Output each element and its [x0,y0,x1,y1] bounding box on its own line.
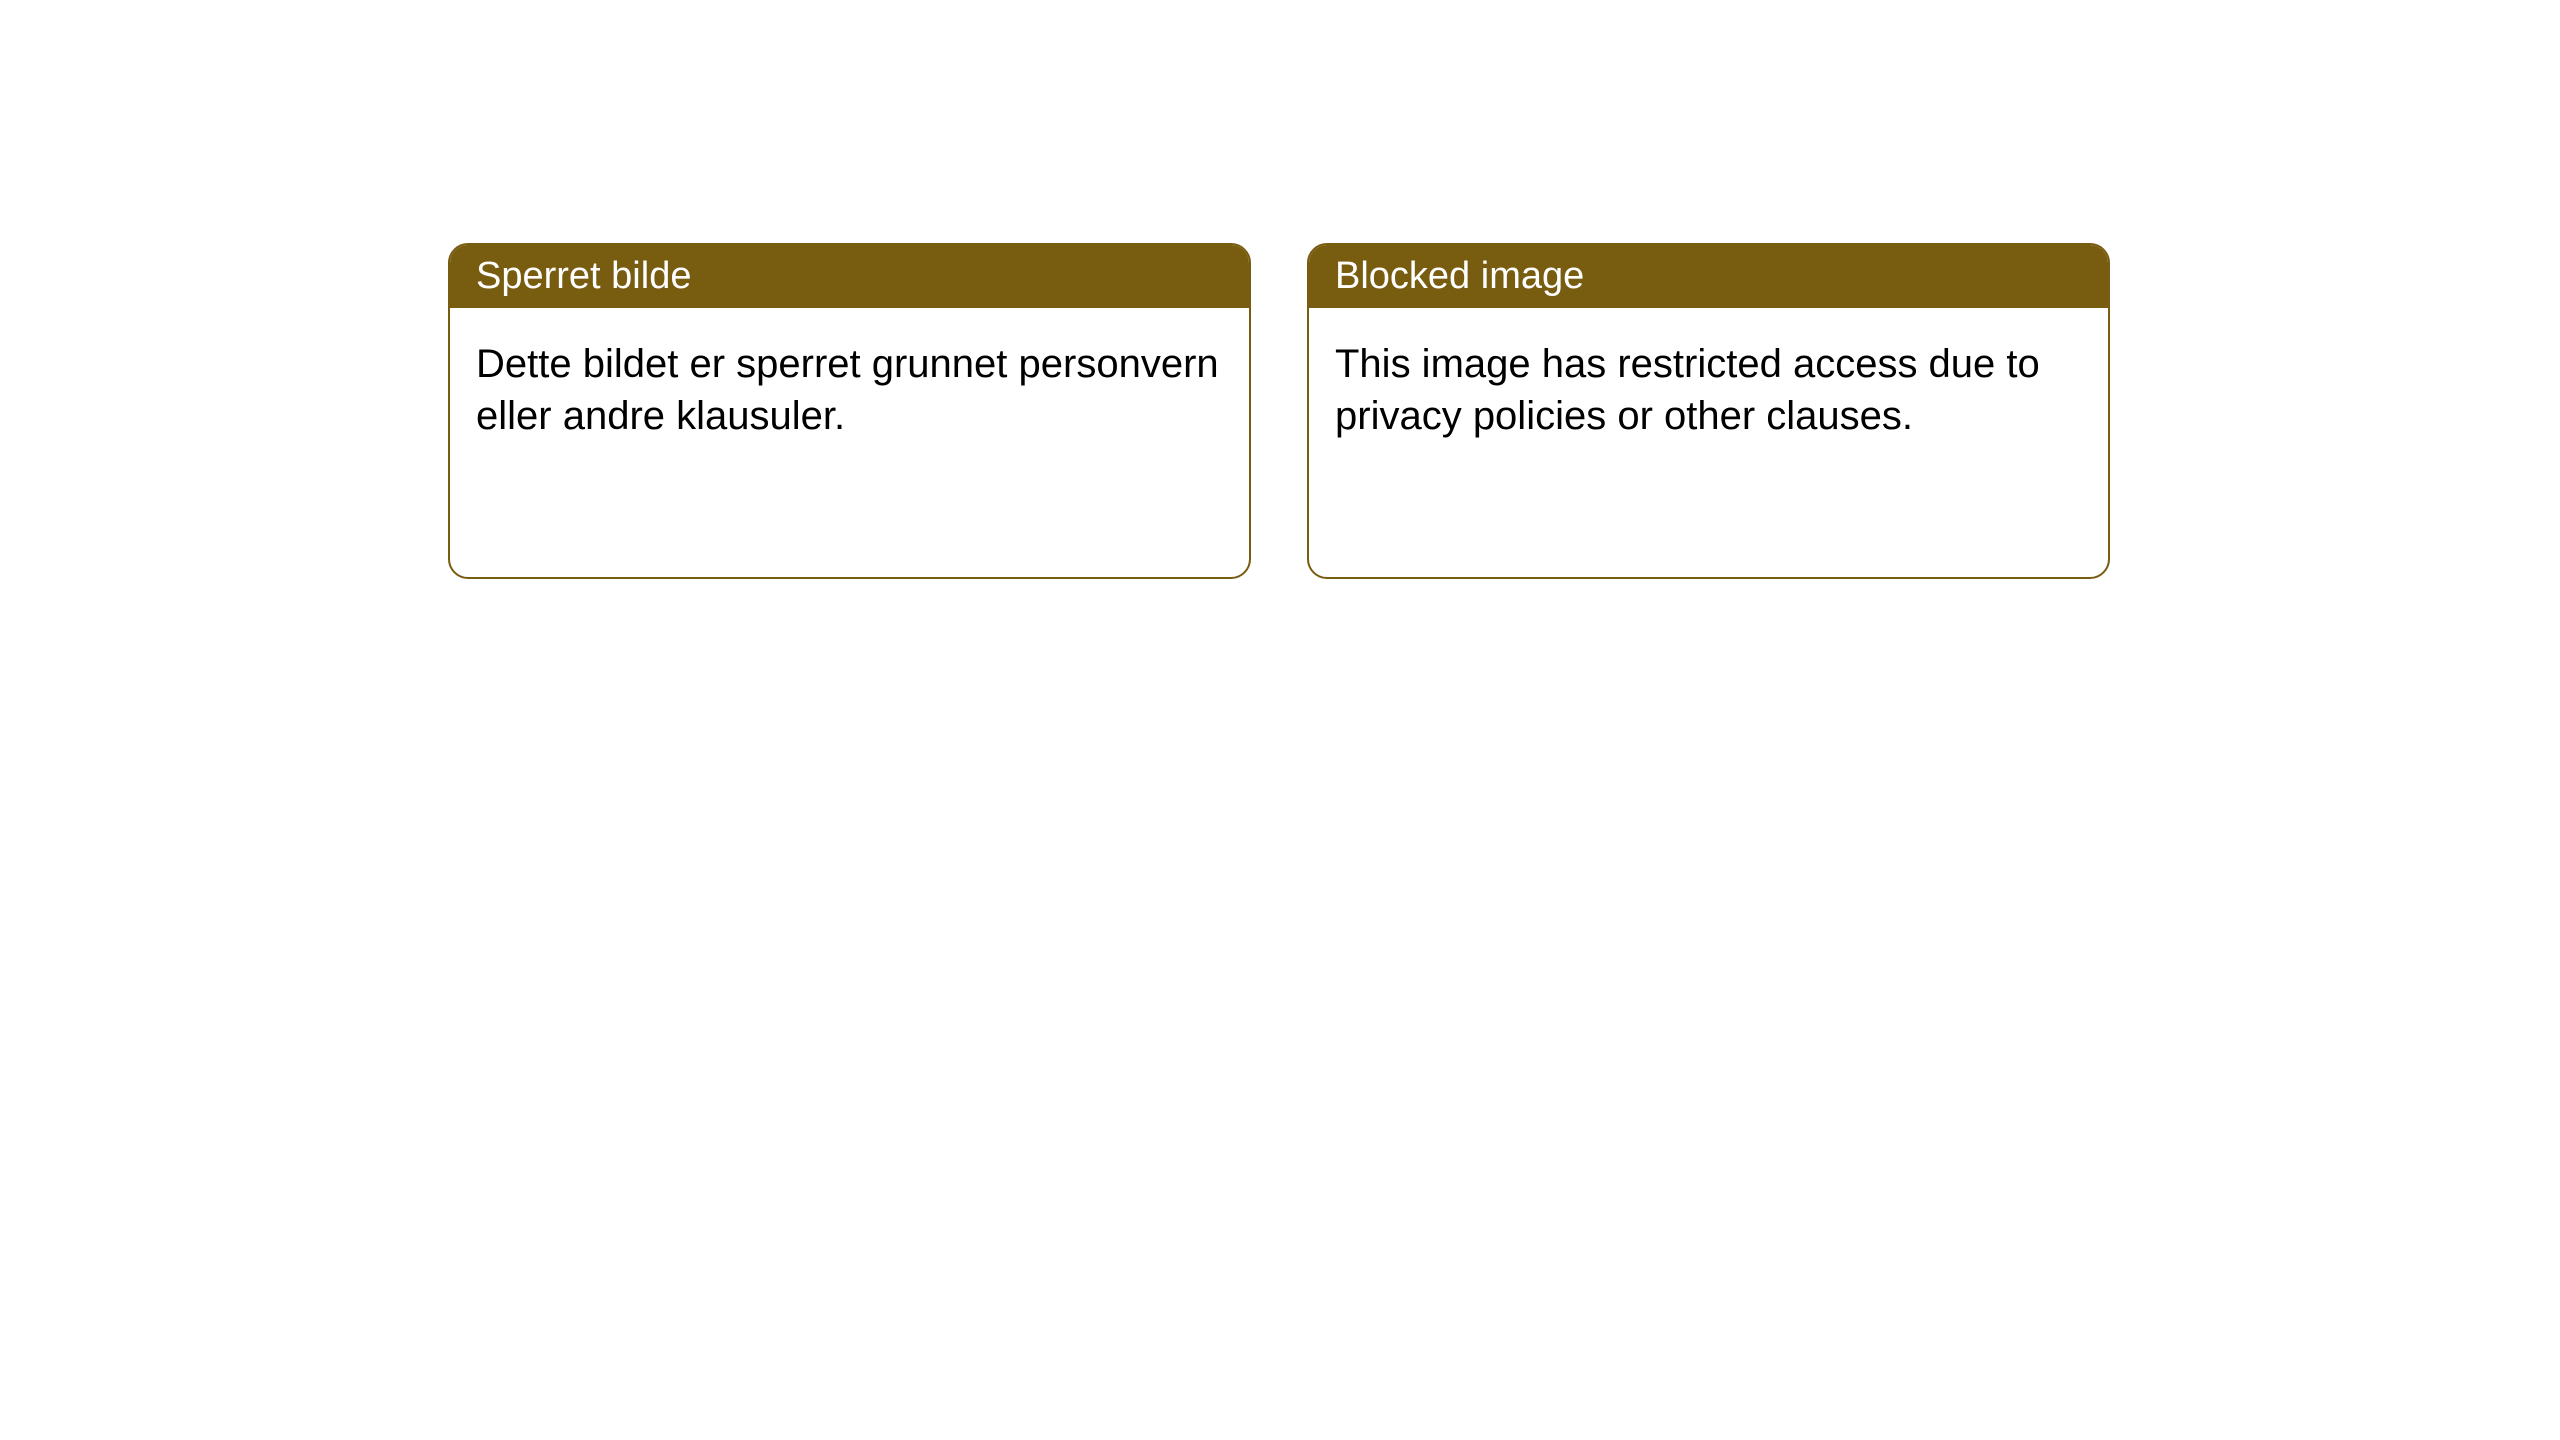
blocked-image-cards-container: Sperret bilde Dette bildet er sperret gr… [448,243,2110,579]
card-title: Sperret bilde [476,255,691,297]
card-body: This image has restricted access due to … [1309,308,2108,472]
blocked-image-card-norwegian: Sperret bilde Dette bildet er sperret gr… [448,243,1251,579]
card-body-text: Dette bildet er sperret grunnet personve… [476,342,1219,438]
card-body: Dette bildet er sperret grunnet personve… [450,308,1249,472]
card-body-text: This image has restricted access due to … [1335,342,2040,438]
card-title: Blocked image [1335,255,1584,297]
card-header: Blocked image [1309,245,2108,308]
card-header: Sperret bilde [450,245,1249,308]
blocked-image-card-english: Blocked image This image has restricted … [1307,243,2110,579]
